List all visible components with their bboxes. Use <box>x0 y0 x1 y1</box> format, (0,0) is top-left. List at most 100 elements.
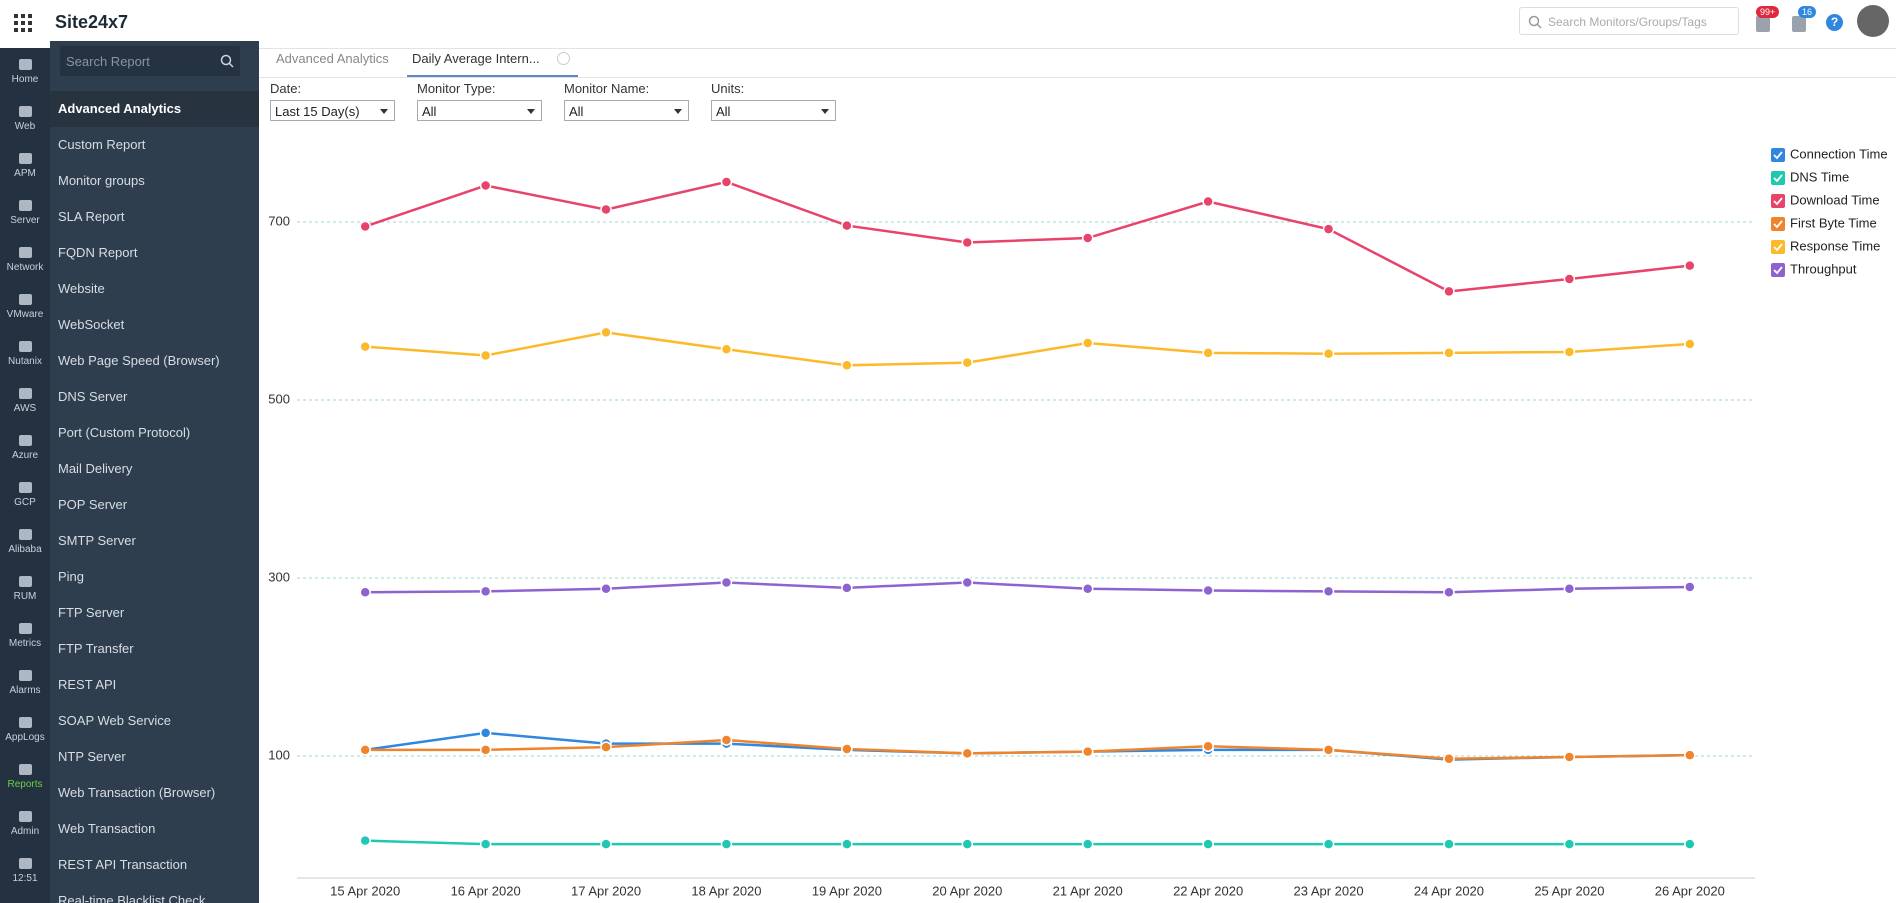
report-search[interactable]: Search Report <box>60 46 240 76</box>
logo[interactable]: Site24x7 <box>55 12 129 32</box>
rail-icon <box>18 481 32 493</box>
menu-item[interactable]: Monitor groups <box>58 173 145 188</box>
rail-item[interactable]: Alarms <box>0 659 50 706</box>
rail-icon <box>18 716 32 728</box>
rail-label: Web <box>14 120 36 132</box>
data-point <box>1684 838 1696 850</box>
notifications-icon[interactable] <box>1792 16 1806 32</box>
avatar[interactable] <box>1857 5 1889 37</box>
rail-item[interactable]: GCP <box>0 471 50 518</box>
menu-item[interactable]: Real-time Blacklist Check <box>58 893 206 903</box>
rail-item[interactable]: Reports <box>0 753 50 800</box>
legend-checkbox <box>1771 217 1785 231</box>
data-point <box>1081 745 1094 758</box>
menu-item[interactable]: Mail Delivery <box>58 461 133 476</box>
rail-item[interactable]: AWS <box>0 377 50 424</box>
rail-item[interactable]: Network <box>0 236 50 283</box>
rail-item[interactable]: Home <box>0 48 50 95</box>
report-menu: Search Report Advanced Analytics Custom R… <box>50 41 259 903</box>
menu-item[interactable]: POP Server <box>58 497 128 512</box>
data-point <box>1563 273 1576 285</box>
menu-item[interactable]: REST API Transaction <box>58 857 188 872</box>
search-icon <box>220 54 234 68</box>
rail-item[interactable]: Admin <box>0 800 50 847</box>
x-tick-label: 15 Apr 2020 <box>330 883 400 898</box>
rail-item[interactable]: AppLogs <box>0 706 50 753</box>
data-point <box>1563 838 1576 850</box>
menu-item[interactable]: DNS Server <box>58 389 128 404</box>
rail-item[interactable]: RUM <box>0 565 50 612</box>
x-tick-label: 25 Apr 2020 <box>1534 883 1604 898</box>
menu-item[interactable]: Web Transaction <box>58 821 156 836</box>
notifications-badge: 16 <box>1798 6 1817 18</box>
menu-item[interactable]: FTP Transfer <box>58 641 134 656</box>
data-point <box>600 838 612 850</box>
rail-item[interactable]: VMware <box>0 283 50 330</box>
menu-item[interactable]: REST API <box>58 677 117 692</box>
filter-select[interactable]: Last 15 Day(s) <box>270 100 395 121</box>
menu-item[interactable]: SOAP Web Service <box>58 713 171 728</box>
data-point <box>1202 838 1214 850</box>
data-point <box>1443 285 1455 298</box>
rail-item[interactable]: Azure <box>0 424 50 471</box>
apps-icon[interactable] <box>14 14 32 32</box>
legend-label: First Byte Time <box>1790 215 1877 230</box>
help-icon[interactable]: ? <box>1826 14 1843 31</box>
menu-item[interactable]: FQDN Report <box>58 245 138 260</box>
data-point <box>359 744 371 756</box>
menu-item[interactable]: SMTP Server <box>58 533 136 548</box>
data-point <box>1202 347 1214 359</box>
data-point <box>1081 337 1094 349</box>
rail-item[interactable]: Metrics <box>0 612 50 659</box>
filter-select[interactable]: All <box>564 100 689 121</box>
menu-item[interactable]: Website <box>58 281 105 296</box>
data-point <box>479 727 492 739</box>
filter-select[interactable]: All <box>417 100 542 121</box>
data-point <box>841 838 853 850</box>
rail-item[interactable]: APM <box>0 142 50 189</box>
data-point <box>1322 838 1335 850</box>
rail-label: Metrics <box>8 637 42 649</box>
menu-item[interactable]: Advanced Analytics <box>50 91 259 127</box>
data-point <box>720 343 733 356</box>
x-tick-label: 17 Apr 2020 <box>571 883 641 898</box>
menu-item[interactable]: Custom Report <box>58 137 146 152</box>
search-icon <box>1528 15 1542 29</box>
tab-close[interactable] <box>556 52 570 65</box>
menu-item[interactable]: Ping <box>58 569 85 584</box>
data-point <box>1684 338 1696 350</box>
data-point <box>961 236 974 249</box>
menu-item[interactable]: Web Transaction (Browser) <box>58 785 216 800</box>
menu-item[interactable]: SLA Report <box>58 209 125 224</box>
alerts-icon[interactable] <box>1756 16 1770 32</box>
menu-item[interactable]: Web Page Speed (Browser) <box>58 353 220 368</box>
legend-label: DNS Time <box>1790 169 1849 184</box>
data-point <box>1322 744 1335 756</box>
menu-item[interactable]: NTP Server <box>58 749 126 764</box>
filter-select[interactable]: All <box>711 100 836 121</box>
menu-item[interactable]: Port (Custom Protocol) <box>58 425 191 440</box>
data-point <box>841 359 853 372</box>
legend-label: Response Time <box>1790 238 1880 253</box>
report-search-placeholder: Search Report <box>66 54 150 69</box>
rail-item[interactable]: 12:51 <box>0 847 50 894</box>
y-tick-label: 100 <box>268 747 290 762</box>
legend-label: Download Time <box>1790 192 1880 207</box>
x-tick-label: 22 Apr 2020 <box>1173 883 1243 898</box>
tab-active[interactable]: Daily Average Intern... <box>407 41 578 77</box>
rail-icon <box>18 763 32 775</box>
rail-item[interactable]: Alibaba <box>0 518 50 565</box>
search-box[interactable]: Search Monitors/Groups/Tags <box>1519 7 1739 35</box>
tab[interactable]: Advanced Analytics <box>276 51 389 66</box>
data-point <box>479 585 492 598</box>
rail-item[interactable]: Web <box>0 95 50 142</box>
rail-item[interactable]: Nutanix <box>0 330 50 377</box>
data-point <box>600 326 612 339</box>
menu-item[interactable]: WebSocket <box>58 317 125 332</box>
series-line <box>365 738 1690 760</box>
rail-item[interactable]: Server <box>0 189 50 236</box>
rail-label: Alarms <box>9 684 41 696</box>
menu-item[interactable]: FTP Server <box>58 605 125 620</box>
rail-icon <box>18 340 32 352</box>
data-point <box>720 576 733 589</box>
